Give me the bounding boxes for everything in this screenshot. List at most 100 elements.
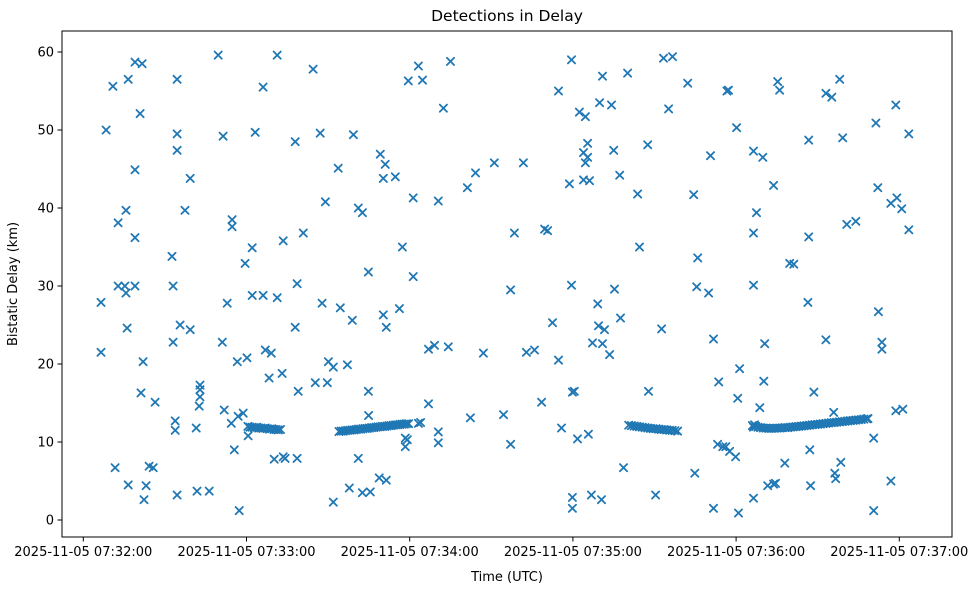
data-point: [633, 189, 643, 199]
data-point: [749, 146, 758, 156]
data-point: [226, 418, 236, 428]
x-tick-label: 2025-11-05 07:32:00: [14, 545, 152, 560]
data-point: [365, 487, 375, 497]
data-point: [735, 364, 745, 374]
data-point: [172, 145, 182, 155]
data-point: [689, 190, 699, 200]
data-point: [121, 288, 131, 298]
data-point: [836, 457, 846, 467]
data-point: [191, 423, 201, 433]
data-point: [709, 503, 718, 513]
data-point: [172, 129, 182, 139]
data-point: [418, 75, 427, 85]
data-point: [838, 133, 848, 143]
data-point: [877, 337, 887, 347]
data-point: [904, 225, 914, 235]
data-point: [310, 378, 320, 388]
data-point: [374, 473, 384, 483]
data-point: [264, 373, 274, 383]
data-point: [185, 173, 195, 183]
data-point: [598, 71, 607, 81]
x-axis-tick-labels: 2025-11-05 07:32:00 2025-11-05 07:33:00 20…: [14, 545, 968, 560]
scatter-points: [96, 50, 914, 518]
data-point: [769, 180, 779, 190]
data-point: [780, 458, 790, 468]
data-point: [506, 285, 516, 295]
data-point: [731, 452, 741, 462]
x-tick-label: 2025-11-05 07:37:00: [830, 545, 968, 560]
data-point: [752, 208, 761, 218]
data-point: [258, 82, 268, 92]
data-point: [123, 480, 133, 490]
data-point: [328, 497, 338, 507]
data-point: [869, 506, 879, 516]
data-point: [348, 130, 358, 140]
data-point: [424, 399, 433, 409]
data-point: [873, 183, 883, 193]
data-point: [438, 103, 448, 113]
data-point: [809, 387, 819, 397]
data-point: [869, 433, 879, 443]
data-point: [597, 495, 606, 505]
data-point: [668, 52, 677, 62]
data-point: [897, 204, 907, 214]
data-point: [353, 453, 363, 463]
data-point: [518, 158, 528, 168]
data-point: [759, 376, 769, 386]
data-point: [344, 483, 354, 493]
data-point: [749, 493, 758, 503]
data-point: [195, 385, 205, 395]
data-point: [877, 344, 887, 354]
data-point: [692, 282, 702, 292]
data-point: [891, 100, 901, 110]
data-point: [851, 216, 861, 226]
data-point: [904, 129, 914, 139]
data-point: [806, 481, 816, 491]
data-point: [430, 340, 439, 350]
data-point: [424, 344, 433, 354]
data-point: [749, 280, 758, 290]
data-point: [229, 445, 239, 455]
data-point: [733, 393, 743, 403]
data-point: [378, 173, 388, 183]
data-point: [706, 151, 715, 161]
data-point: [610, 284, 619, 294]
data-point: [690, 468, 700, 478]
data-point: [242, 353, 252, 363]
data-point: [567, 492, 577, 502]
data-point: [273, 425, 283, 435]
data-point: [724, 85, 733, 95]
axes-frame: [61, 30, 953, 538]
data-point: [433, 196, 443, 206]
data-point: [605, 350, 615, 360]
data-point: [607, 100, 616, 110]
data-point: [734, 508, 743, 518]
data-point: [718, 442, 728, 452]
data-point: [290, 322, 300, 332]
data-point: [136, 388, 146, 398]
data-point: [554, 86, 563, 96]
data-point: [580, 158, 590, 168]
data-point: [238, 408, 248, 418]
data-point: [564, 179, 574, 189]
data-point: [269, 454, 279, 464]
data-point: [227, 215, 237, 225]
data-point: [232, 357, 242, 367]
data-point: [898, 404, 908, 414]
data-point: [317, 298, 327, 308]
data-point: [240, 258, 250, 268]
data-point: [530, 345, 539, 355]
data-point: [234, 506, 244, 516]
data-point: [623, 68, 633, 78]
data-point: [583, 152, 593, 162]
data-point: [357, 208, 367, 218]
data-point: [292, 453, 302, 463]
data-point: [400, 442, 410, 452]
data-point: [651, 490, 661, 500]
data-point: [243, 431, 253, 441]
x-tick-label: 2025-11-05 07:35:00: [504, 545, 642, 560]
data-point: [96, 347, 106, 357]
data-point: [390, 172, 400, 182]
data-point: [375, 149, 385, 159]
